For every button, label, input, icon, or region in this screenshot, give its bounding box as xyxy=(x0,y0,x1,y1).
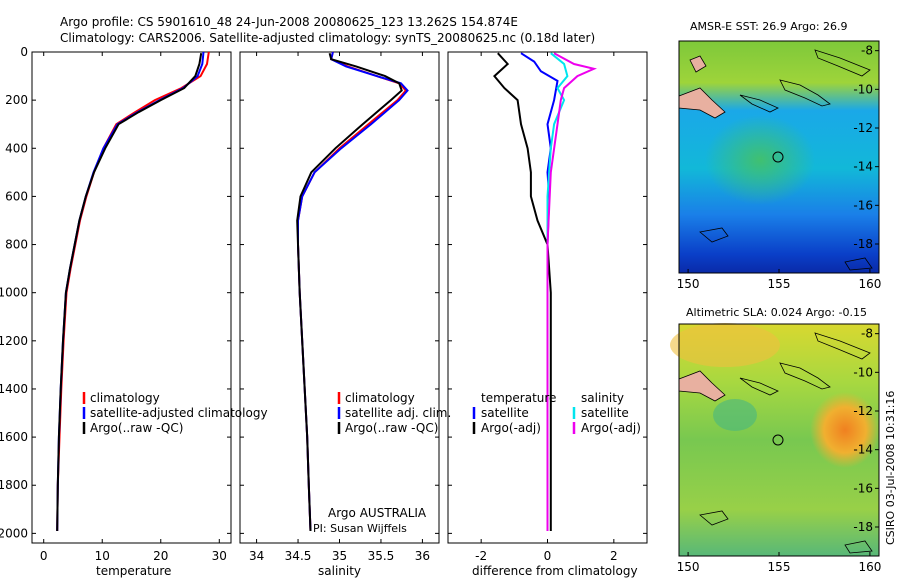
series-line-climatology xyxy=(56,51,210,532)
series-line-temperature-satellite xyxy=(520,52,559,531)
depth-tick-label: 0 xyxy=(20,45,28,59)
legend-label-temp-sat: satellite xyxy=(481,406,529,420)
map-y-tick-label: -8 xyxy=(861,327,873,341)
x-tick-label: -2 xyxy=(475,549,487,563)
map-x-tick-label: 150 xyxy=(677,277,700,291)
salinity-xlabel: salinity xyxy=(318,564,361,578)
depth-axis: 0 200 400 600 800 1000 1200 1400 1600 1800 2000 xyxy=(0,45,28,540)
legend-title-temperature: temperature xyxy=(481,391,556,405)
difference-xlabel: difference from climatology xyxy=(472,564,638,578)
sla-low-patch xyxy=(713,399,757,431)
map-y-tick-label: -18 xyxy=(853,520,873,534)
legend-label-argo: Argo(..raw -QC) xyxy=(90,421,183,435)
temperature-legend: climatology satellite-adjusted climatolo… xyxy=(82,391,268,435)
title-line2: Climatology: CARS2006. Satellite-adjuste… xyxy=(60,31,595,45)
series-line-argo-raw-qc- xyxy=(296,52,403,532)
x-tick-label: 20 xyxy=(153,549,168,563)
legend-label-argo: Argo(..raw -QC) xyxy=(345,421,438,435)
depth-tick-label: 2000 xyxy=(0,526,28,540)
series-line-salinity-argo-adj- xyxy=(546,52,598,531)
map-x-tick-label: 155 xyxy=(768,277,791,291)
map-y-tick-label: -16 xyxy=(853,198,873,212)
map-y-tick-label: -12 xyxy=(853,121,873,135)
depth-tick-label: 1000 xyxy=(0,286,28,300)
x-tick-label: 36 xyxy=(415,549,430,563)
x-tick-label: 34.5 xyxy=(285,549,312,563)
sla-map-panel: Altimetric SLA: 0.024 Argo: -0.15 150 155… xyxy=(670,306,881,574)
temperature-xlabel: temperature xyxy=(96,564,171,578)
series-line-climatology xyxy=(297,51,408,532)
x-tick-label: 35 xyxy=(332,549,347,563)
depth-tick-label: 200 xyxy=(5,93,28,107)
map-y-tick-label: -12 xyxy=(853,404,873,418)
map-x-tick-label: 150 xyxy=(677,560,700,574)
legend-label-clim: climatology xyxy=(90,391,160,405)
sst-coastlines xyxy=(678,49,873,271)
depth-tick-label: 800 xyxy=(5,238,28,252)
map-x-tick-label: 160 xyxy=(858,560,881,574)
series-line-satellite-adjusted-climatology xyxy=(56,51,205,532)
legend-label-sat: satellite-adjusted climatology xyxy=(90,406,268,420)
temperature-plot-frame xyxy=(31,51,232,544)
difference-panel: -2 0 2 difference from climatology tempera… xyxy=(447,51,648,578)
series-line-satellite-adj-clim- xyxy=(297,51,409,532)
sst-map-title: AMSR-E SST: 26.9 Argo: 26.9 xyxy=(690,20,848,33)
credit-line1: Argo AUSTRALIA xyxy=(328,506,427,520)
sst-argo-marker xyxy=(772,151,784,163)
sla-hot-spot xyxy=(810,392,880,468)
credit-line2: PI: Susan Wijffels xyxy=(313,522,407,535)
map-x-tick-label: 160 xyxy=(858,277,881,291)
x-tick-label: 10 xyxy=(95,549,110,563)
sla-coastlines xyxy=(678,332,873,554)
sla-warm-top xyxy=(670,323,780,367)
map-y-tick-label: -8 xyxy=(861,44,873,58)
x-tick-label: 30 xyxy=(212,549,227,563)
x-tick-label: 35.5 xyxy=(368,549,395,563)
legend-label-sal-argo: Argo(-adj) xyxy=(581,421,641,435)
x-tick-label: 0 xyxy=(40,549,48,563)
depth-tick-label: 600 xyxy=(5,189,28,203)
depth-tick-label: 400 xyxy=(5,141,28,155)
legend-label-sal-sat: satellite xyxy=(581,406,629,420)
salinity-plot-frame xyxy=(239,51,440,544)
sst-warm-patch xyxy=(705,115,815,205)
x-tick-label: 34 xyxy=(249,549,264,563)
series-line-temperature-argo-adj- xyxy=(493,52,552,531)
map-y-tick-label: -16 xyxy=(853,481,873,495)
x-tick-label: 0 xyxy=(544,549,552,563)
legend-label-temp-argo: Argo(-adj) xyxy=(481,421,541,435)
map-y-tick-label: -10 xyxy=(853,82,873,96)
map-y-tick-label: -14 xyxy=(853,443,873,457)
map-y-tick-label: -14 xyxy=(853,160,873,174)
sla-argo-marker xyxy=(772,434,784,446)
sst-map-panel: AMSR-E SST: 26.9 Argo: 26.9 150 155 160 -8 -… xyxy=(677,20,882,291)
sla-map-title: Altimetric SLA: 0.024 Argo: -0.15 xyxy=(686,306,867,319)
depth-tick-label: 1400 xyxy=(0,382,28,396)
csiro-stamp: CSIRO 03-Jul-2008 10:31:16 xyxy=(884,391,897,545)
title-line1: Argo profile: CS 5901610_48 24-Jun-2008 … xyxy=(60,15,518,29)
legend-label-clim: climatology xyxy=(345,391,415,405)
map-x-tick-label: 155 xyxy=(768,560,791,574)
depth-tick-label: 1200 xyxy=(0,334,28,348)
salinity-panel: 34 34.5 35 35.5 36 salinity climatology sate… xyxy=(239,51,451,578)
difference-legend: temperature satellite Argo(-adj) salinit… xyxy=(472,391,641,435)
legend-title-salinity: salinity xyxy=(581,391,624,405)
temperature-panel: 0 10 20 30 temperature climatology satellit… xyxy=(31,51,268,578)
legend-label-sat: satellite adj. clim. xyxy=(345,406,451,420)
series-line-argo-raw-qc- xyxy=(56,53,203,532)
depth-tick-label: 1600 xyxy=(0,430,28,444)
depth-tick-label: 1800 xyxy=(0,478,28,492)
map-y-tick-label: -10 xyxy=(853,365,873,379)
salinity-legend: climatology satellite adj. clim. Argo(..… xyxy=(337,391,451,435)
x-tick-label: 2 xyxy=(610,549,618,563)
map-y-tick-label: -18 xyxy=(853,237,873,251)
